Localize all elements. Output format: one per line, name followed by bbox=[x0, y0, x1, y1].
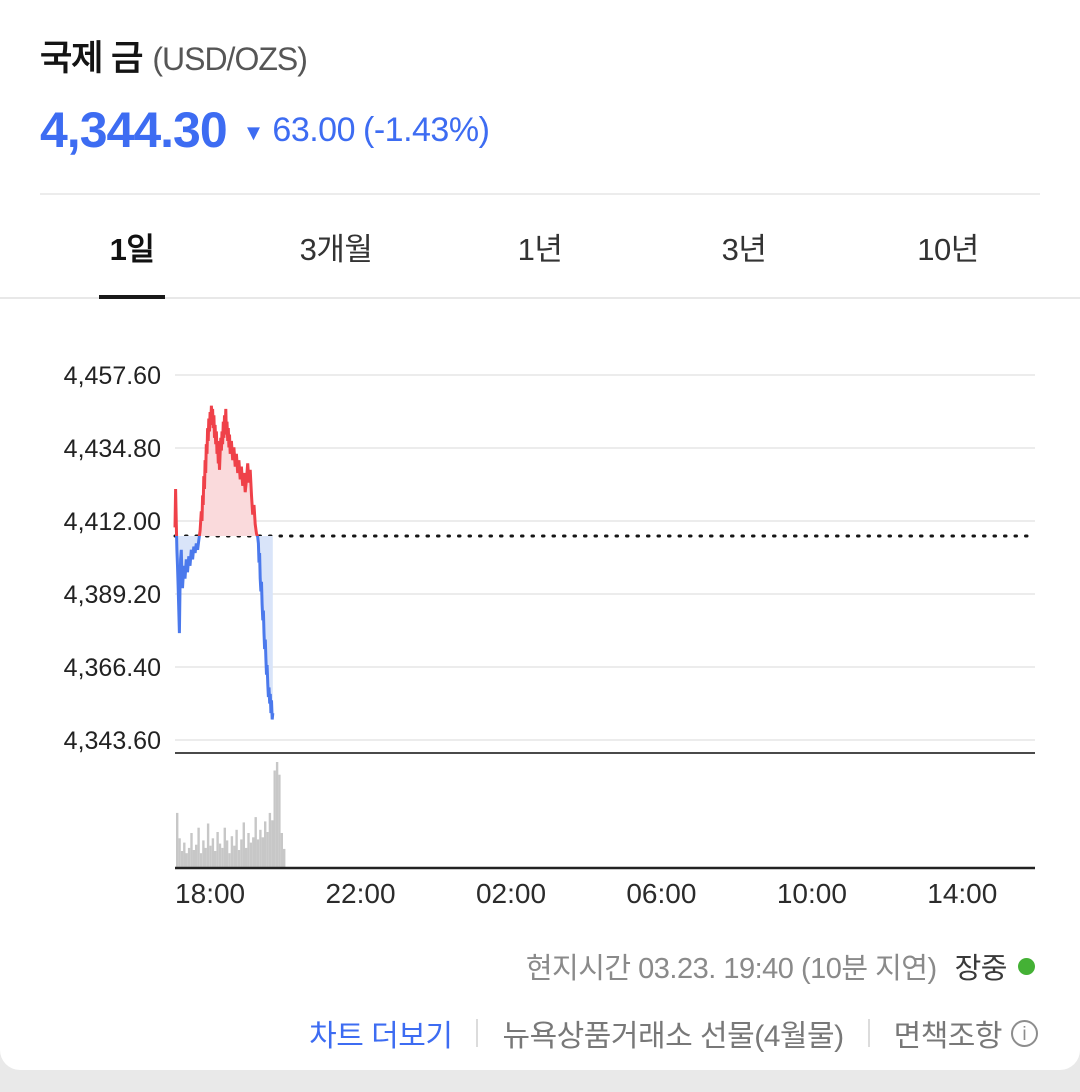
disclaimer-link[interactable]: 면책조항 bbox=[894, 1011, 1038, 1055]
price-line-up bbox=[173, 405, 259, 536]
x-axis-label: 06:00 bbox=[626, 878, 696, 909]
x-axis-label: 14:00 bbox=[927, 878, 997, 909]
tab-1day[interactable]: 1일 bbox=[30, 195, 234, 297]
price-chart-svg: 4,457.60 4,434.80 4,412.00 4,389.20 4,366.40… bbox=[64, 362, 1037, 909]
tab-label: 1년 bbox=[517, 231, 563, 267]
price-row: 4,344.30 ▼ 63.00 (-1.43%) bbox=[40, 101, 1040, 159]
x-axis-label: 10:00 bbox=[777, 878, 847, 909]
footer-divider bbox=[867, 1019, 870, 1047]
y-axis-label: 4,457.60 bbox=[64, 362, 161, 390]
page-title: 국제 금 bbox=[40, 39, 143, 78]
change-value: 63.00 bbox=[272, 110, 356, 149]
tab-10years[interactable]: 10년 bbox=[846, 195, 1050, 297]
disclaimer-label: 면책조항 bbox=[893, 1020, 1003, 1053]
y-axis-label: 4,412.00 bbox=[64, 508, 161, 536]
price-unit: (USD/OZS) bbox=[152, 41, 308, 77]
tab-1year[interactable]: 1년 bbox=[438, 195, 642, 297]
chart-area[interactable]: 4,457.60 4,434.80 4,412.00 4,389.20 4,366.40… bbox=[0, 337, 1080, 917]
tab-label: 3개월 bbox=[299, 231, 373, 267]
x-axis-label: 22:00 bbox=[325, 878, 395, 909]
footer-divider bbox=[476, 1019, 479, 1047]
header-divider bbox=[40, 193, 1040, 195]
market-open-dot bbox=[1018, 957, 1035, 975]
tab-3years[interactable]: 3년 bbox=[642, 195, 846, 297]
y-axis-label: 4,343.60 bbox=[64, 727, 161, 755]
y-axis-label: 4,366.40 bbox=[64, 654, 161, 682]
tab-label: 10년 bbox=[917, 231, 979, 267]
info-icon bbox=[1011, 1019, 1038, 1047]
price-area-below bbox=[175, 536, 273, 720]
status-row: 현지시간 03.23. 19:40 (10분 지연) 장중 bbox=[0, 945, 1080, 987]
volume-bars bbox=[176, 762, 286, 868]
x-axis-label: 18:00 bbox=[175, 878, 245, 909]
period-tabs: 1일 3개월 1년 3년 10년 bbox=[0, 195, 1080, 299]
tab-3months[interactable]: 3개월 bbox=[234, 195, 438, 297]
chart-more-link[interactable]: 차트 더보기 bbox=[309, 1020, 453, 1053]
footer-row: 차트 더보기 뉴욕상품거래소 선물(4월물) 면책조항 bbox=[0, 1011, 1080, 1055]
x-axis-label: 02:00 bbox=[476, 878, 546, 909]
header: 국제 금 (USD/OZS) 4,344.30 ▼ 63.00 (-1.43%) bbox=[0, 0, 1080, 195]
gridlines: 4,457.60 4,434.80 4,412.00 4,389.20 4,366.40… bbox=[64, 362, 1035, 755]
gold-price-widget: 국제 금 (USD/OZS) 4,344.30 ▼ 63.00 (-1.43%)… bbox=[0, 0, 1080, 1070]
tab-label: 3년 bbox=[721, 231, 767, 267]
y-axis-label: 4,389.20 bbox=[64, 581, 161, 609]
exchange-info: 뉴욕상품거래소 선물(4월물) bbox=[502, 1020, 844, 1053]
price-down-arrow-icon: ▼ bbox=[242, 120, 265, 145]
price-area-above bbox=[175, 405, 273, 536]
price-line-down bbox=[175, 536, 275, 720]
title-row: 국제 금 (USD/OZS) bbox=[40, 30, 1040, 81]
market-state-label: 장중 bbox=[954, 953, 1008, 985]
local-time-label: 현지시간 03.23. 19:40 (10분 지연) bbox=[525, 953, 937, 985]
current-price: 4,344.30 bbox=[40, 102, 228, 158]
x-axis-labels: 18:00 22:00 02:00 06:00 10:00 14:00 bbox=[175, 878, 997, 909]
tab-label: 1일 bbox=[109, 231, 155, 267]
y-axis-label: 4,434.80 bbox=[64, 435, 161, 463]
change-percent: (-1.43%) bbox=[363, 110, 490, 149]
